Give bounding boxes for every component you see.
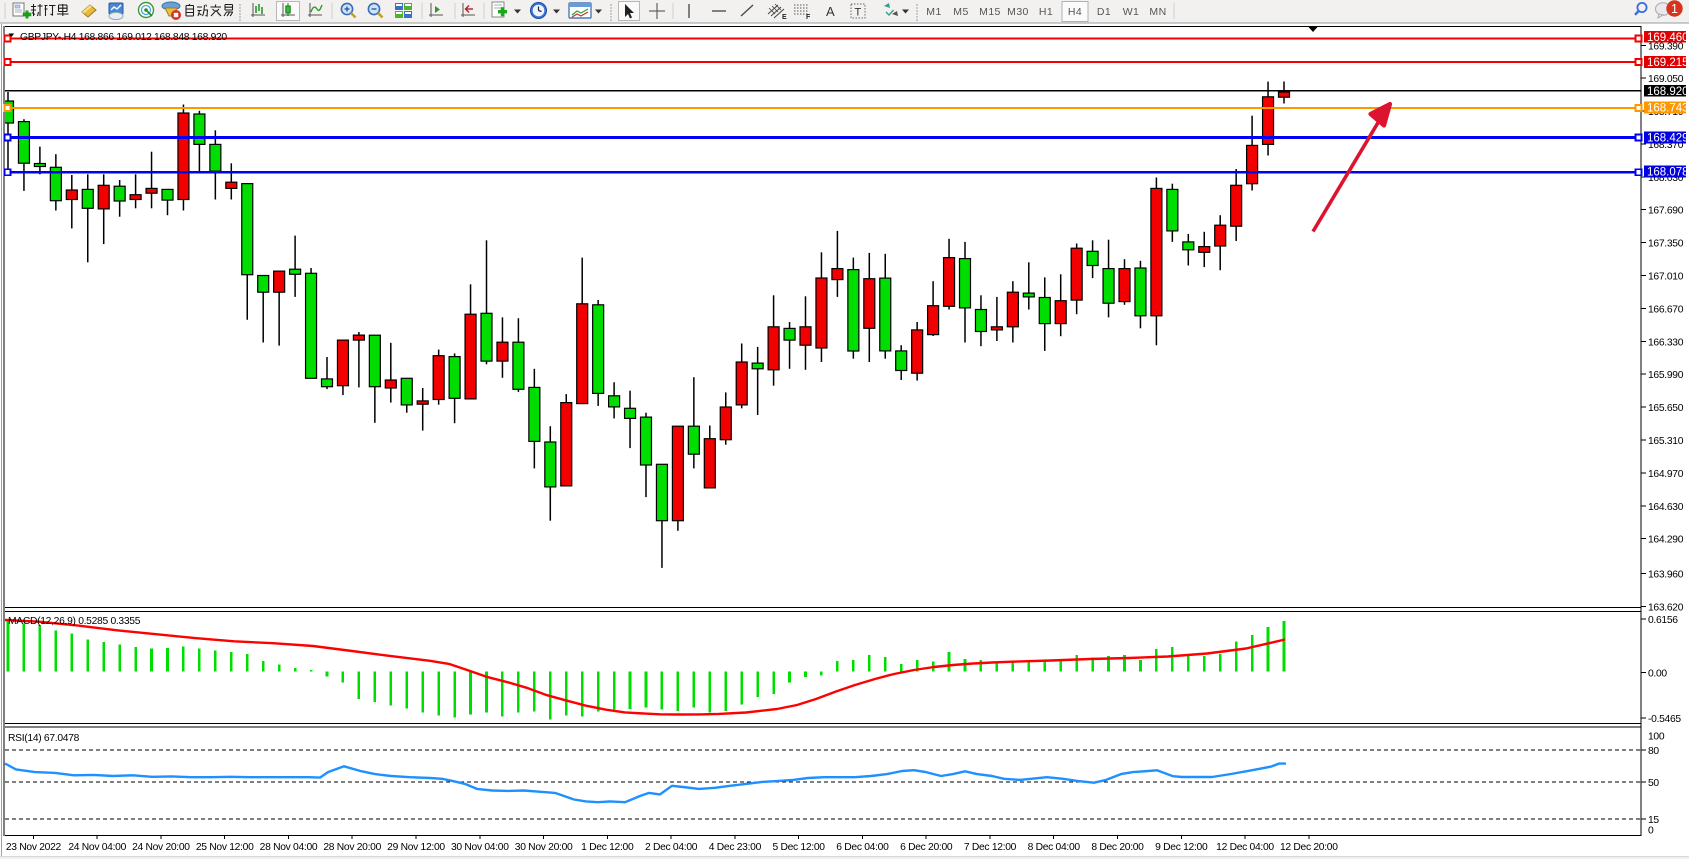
svg-text:165.650: 165.650 bbox=[1648, 403, 1684, 414]
svg-text:F: F bbox=[806, 14, 811, 21]
svg-text:-0.5465: -0.5465 bbox=[1648, 714, 1681, 725]
svg-text:5 Dec 12:00: 5 Dec 12:00 bbox=[772, 842, 825, 853]
svg-text:12 Dec 04:00: 12 Dec 04:00 bbox=[1216, 842, 1274, 853]
svg-text:8 Dec 04:00: 8 Dec 04:00 bbox=[1028, 842, 1081, 853]
svg-text:163.960: 163.960 bbox=[1648, 569, 1684, 580]
svg-text:28 Nov 04:00: 28 Nov 04:00 bbox=[260, 842, 318, 853]
svg-text:M30: M30 bbox=[1007, 6, 1029, 18]
svg-text:168.078: 168.078 bbox=[1647, 167, 1689, 179]
svg-text:165.310: 165.310 bbox=[1648, 436, 1684, 447]
svg-text:7 Dec 12:00: 7 Dec 12:00 bbox=[964, 842, 1017, 853]
svg-text:M5: M5 bbox=[953, 6, 968, 18]
svg-text:164.970: 164.970 bbox=[1648, 469, 1684, 480]
svg-text:163.620: 163.620 bbox=[1648, 602, 1684, 613]
svg-text:15: 15 bbox=[1648, 815, 1659, 826]
svg-text:GBPJPY-.H4 168.866 169.012 16: GBPJPY-.H4 168.866 169.012 168.848 168.9… bbox=[20, 32, 227, 43]
svg-text:30 Nov 20:00: 30 Nov 20:00 bbox=[515, 842, 573, 853]
svg-text:9 Dec 12:00: 9 Dec 12:00 bbox=[1155, 842, 1208, 853]
svg-text:25 Nov 12:00: 25 Nov 12:00 bbox=[196, 842, 254, 853]
svg-text:30 Nov 04:00: 30 Nov 04:00 bbox=[451, 842, 509, 853]
svg-text:166.670: 166.670 bbox=[1648, 304, 1684, 315]
svg-text:0.00: 0.00 bbox=[1648, 668, 1667, 679]
svg-text:D1: D1 bbox=[1097, 6, 1111, 18]
svg-text:M1: M1 bbox=[926, 6, 941, 18]
svg-text:168.743: 168.743 bbox=[1647, 103, 1689, 115]
svg-text:A: A bbox=[826, 4, 835, 19]
svg-text:80: 80 bbox=[1648, 746, 1659, 757]
svg-text:168.429: 168.429 bbox=[1647, 133, 1689, 145]
svg-text:164.290: 164.290 bbox=[1648, 535, 1684, 546]
svg-text:167.690: 167.690 bbox=[1648, 206, 1684, 217]
svg-text:2 Dec 04:00: 2 Dec 04:00 bbox=[645, 842, 698, 853]
svg-text:1: 1 bbox=[1671, 2, 1678, 16]
svg-text:167.350: 167.350 bbox=[1648, 239, 1684, 250]
svg-text:100: 100 bbox=[1648, 732, 1665, 743]
svg-text:6 Dec 20:00: 6 Dec 20:00 bbox=[900, 842, 953, 853]
svg-text:4 Dec 23:00: 4 Dec 23:00 bbox=[709, 842, 762, 853]
svg-text:8 Dec 20:00: 8 Dec 20:00 bbox=[1091, 842, 1144, 853]
svg-text:24 Nov 20:00: 24 Nov 20:00 bbox=[132, 842, 190, 853]
svg-text:MN: MN bbox=[1149, 6, 1166, 18]
svg-text:169.215: 169.215 bbox=[1647, 57, 1689, 69]
svg-text:169.050: 169.050 bbox=[1648, 74, 1684, 85]
svg-text:166.330: 166.330 bbox=[1648, 337, 1684, 348]
svg-text:H1: H1 bbox=[1039, 6, 1053, 18]
svg-text:29 Nov 12:00: 29 Nov 12:00 bbox=[387, 842, 445, 853]
svg-text:0: 0 bbox=[1648, 826, 1654, 837]
svg-text:169.390: 169.390 bbox=[1648, 41, 1684, 52]
svg-text:164.630: 164.630 bbox=[1648, 502, 1684, 513]
svg-text:168.370: 168.370 bbox=[1648, 140, 1684, 151]
svg-text:12 Dec 20:00: 12 Dec 20:00 bbox=[1280, 842, 1338, 853]
svg-text:M15: M15 bbox=[979, 6, 1001, 18]
svg-text:50: 50 bbox=[1648, 778, 1659, 789]
svg-text:E: E bbox=[782, 14, 787, 21]
svg-text:168.920: 168.920 bbox=[1647, 86, 1689, 98]
svg-text:H4: H4 bbox=[1068, 6, 1082, 18]
svg-text:28 Nov 20:00: 28 Nov 20:00 bbox=[323, 842, 381, 853]
svg-text:RSI(14) 67.0478: RSI(14) 67.0478 bbox=[8, 733, 80, 744]
svg-text:168.030: 168.030 bbox=[1648, 173, 1684, 184]
svg-text:24 Nov 04:00: 24 Nov 04:00 bbox=[68, 842, 126, 853]
svg-text:23 Nov 2022: 23 Nov 2022 bbox=[6, 842, 62, 853]
svg-text:T: T bbox=[855, 7, 862, 19]
svg-text:6 Dec 04:00: 6 Dec 04:00 bbox=[836, 842, 889, 853]
svg-text:MACD(12,26,9) 0.5285 0.3355: MACD(12,26,9) 0.5285 0.3355 bbox=[8, 616, 141, 627]
svg-text:169.460: 169.460 bbox=[1647, 32, 1689, 44]
svg-text:165.990: 165.990 bbox=[1648, 370, 1684, 381]
svg-text:1 Dec 12:00: 1 Dec 12:00 bbox=[581, 842, 634, 853]
svg-text:167.010: 167.010 bbox=[1648, 272, 1684, 283]
svg-text:W1: W1 bbox=[1123, 6, 1140, 18]
svg-text:0.6156: 0.6156 bbox=[1648, 615, 1678, 626]
